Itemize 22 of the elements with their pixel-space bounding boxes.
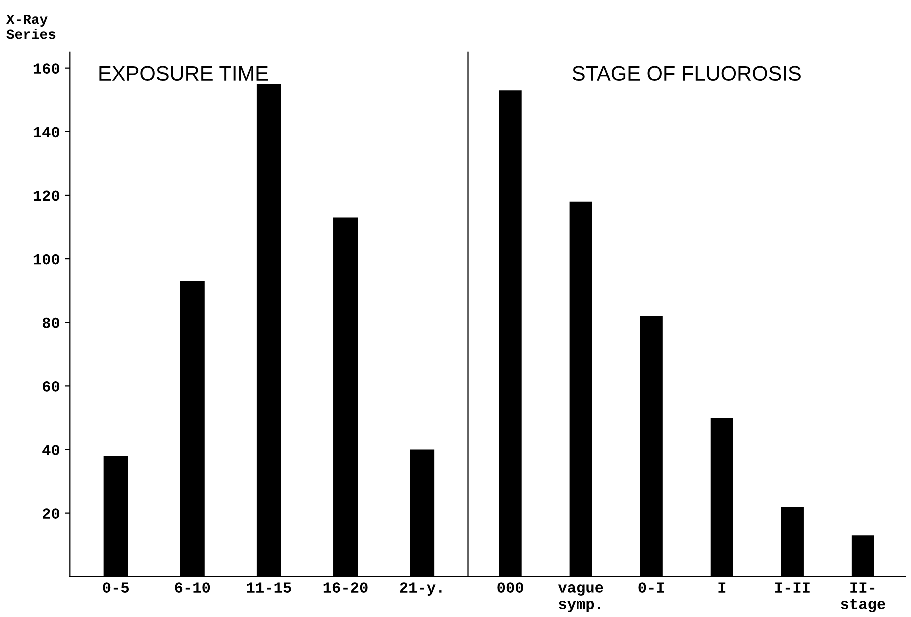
x-tick-label: I-II bbox=[776, 582, 810, 593]
x-tick-label: 0-5 bbox=[103, 582, 130, 593]
text: STAGE OF FLUOROSIS bbox=[572, 66, 801, 82]
y-axis-title: X-Ray Series bbox=[6, 14, 56, 40]
y-tick-label: 160 bbox=[34, 64, 60, 74]
x-tick-label: 6-10 bbox=[175, 582, 210, 593]
y-tick-label: 120 bbox=[34, 190, 60, 202]
x-tick-label: 16-20 bbox=[324, 582, 368, 593]
x-tick-label: 000 bbox=[498, 582, 524, 593]
x-tick-label: vague symp. bbox=[558, 584, 604, 612]
y-tick-label: 20 bbox=[43, 508, 60, 520]
x-tick-label: 21-y. bbox=[400, 582, 442, 596]
text: EXPOSURE TIME bbox=[100, 66, 268, 82]
x-tick-label: 0-I bbox=[638, 582, 664, 593]
y-tick-label: 60 bbox=[43, 382, 60, 392]
x-tick-label: 11-15 bbox=[247, 582, 292, 593]
y-tick-label: 140 bbox=[34, 127, 60, 138]
y-tick-label: 80 bbox=[42, 318, 60, 328]
y-tick-label: 40 bbox=[42, 445, 60, 456]
x-tick-label: II- stage bbox=[841, 582, 886, 613]
y-tick-label: 100 bbox=[34, 254, 60, 265]
x-tick-label: I bbox=[718, 582, 726, 593]
